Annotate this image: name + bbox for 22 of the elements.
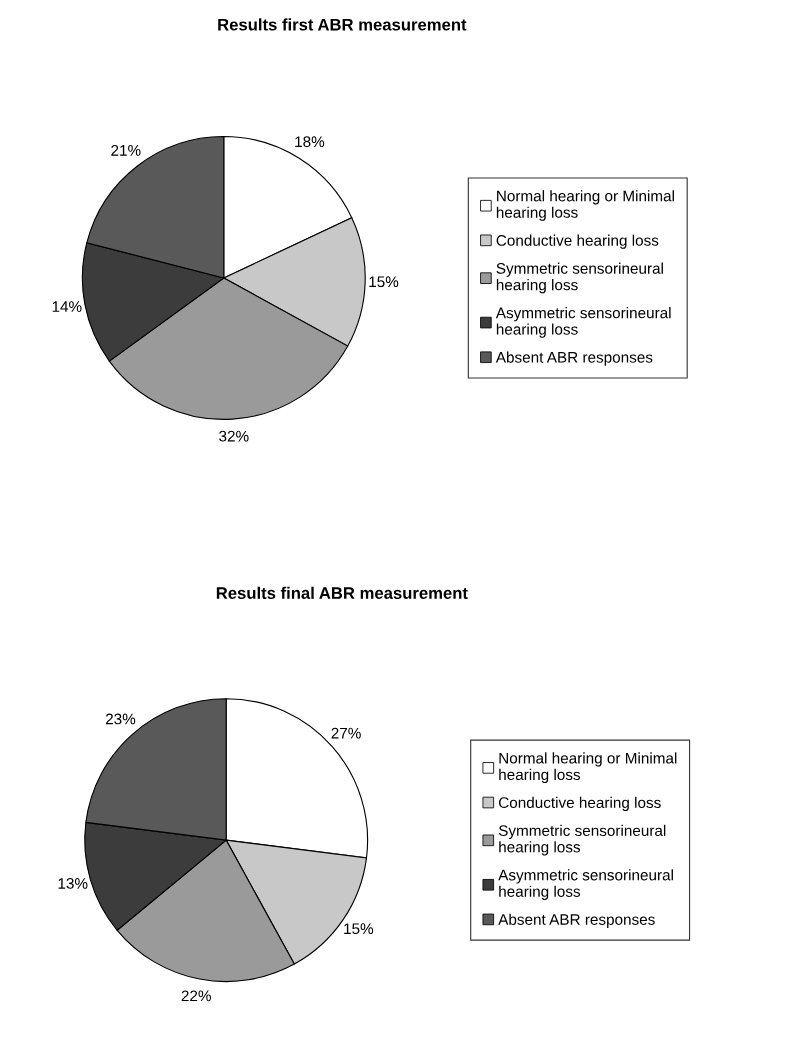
data-label: 32% (219, 430, 249, 442)
chart-title: Results final ABR measurement (216, 586, 468, 599)
legend-label: Asymmetric sensorineural hearing loss (495, 307, 671, 338)
data-label: 21% (111, 144, 141, 156)
legend-label: Normal hearing or Minimal hearing loss (499, 752, 677, 784)
legend-label: Symmetric sensorineural hearing loss (498, 824, 666, 856)
legend-label: Symmetric sensorineural hearing loss (496, 262, 663, 294)
data-label: 15% (369, 276, 399, 288)
data-label: 23% (105, 713, 136, 725)
legend-label: Asymmetric sensorineural hearing loss (498, 869, 673, 900)
chart-title: Results first ABR measurement (218, 18, 467, 31)
legend-label: Absent ABR responses (495, 351, 653, 366)
data-label: 15% (344, 923, 374, 935)
legend-label: Conductive hearing loss (496, 234, 659, 249)
data-label: 22% (181, 990, 211, 1002)
data-label: 18% (295, 136, 325, 148)
data-label: 13% (58, 878, 88, 889)
legend-label: Normal hearing or Minimal hearing loss (496, 190, 674, 221)
data-label: 27% (331, 727, 361, 739)
data-label: 14% (52, 301, 82, 312)
legend-label: Absent ABR responses (498, 913, 655, 928)
legend-label: Conductive hearing loss (498, 796, 661, 812)
